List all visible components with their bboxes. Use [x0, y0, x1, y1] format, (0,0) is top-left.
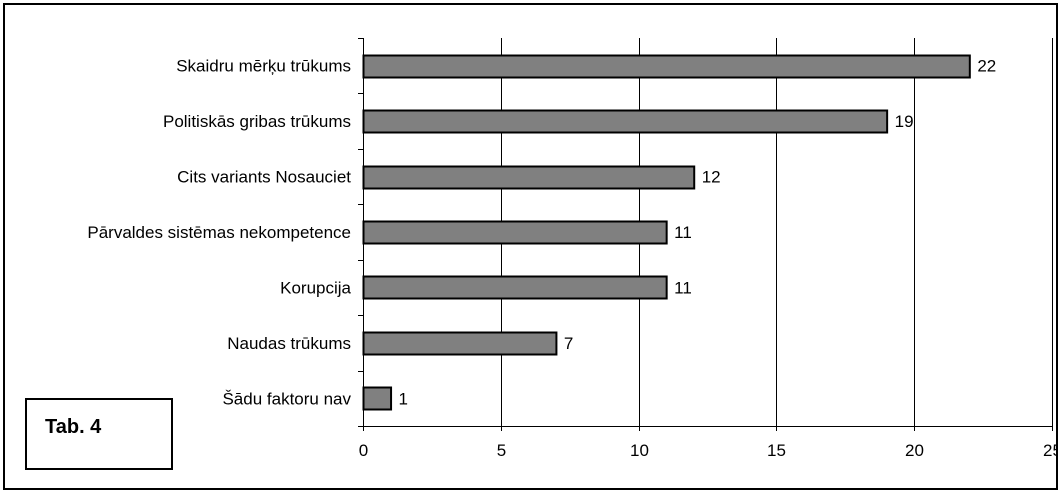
x-tick-label: 0	[359, 441, 368, 460]
data-label: 12	[702, 168, 721, 187]
bar-chart: 0 5 10 15 20 25 Skaidru mērķu trūkums 22 Politis…	[87, 38, 1058, 460]
bar	[362, 386, 393, 411]
bar	[362, 165, 696, 190]
table-label: Tab. 4	[45, 416, 102, 438]
bar	[362, 331, 558, 356]
data-label: 7	[564, 334, 573, 353]
bar	[362, 220, 668, 245]
bar	[362, 275, 668, 300]
x-tick-label: 5	[497, 441, 506, 460]
chart-frame: 0 5 10 15 20 25 Skaidru mērķu trūkums 22 Politis…	[3, 3, 1058, 490]
x-tick-label: 20	[905, 441, 924, 460]
data-label: 1	[399, 389, 408, 408]
bar	[362, 109, 889, 134]
x-tick-label: 10	[630, 441, 649, 460]
category-label: Korupcija	[280, 278, 351, 297]
category-label: Naudas trūkums	[227, 334, 351, 353]
category-label: Pārvaldes sistēmas nekompetence	[87, 223, 351, 242]
data-label: 11	[674, 278, 692, 297]
data-label: 22	[977, 57, 996, 76]
data-label: 11	[674, 223, 692, 242]
category-label: Skaidru mērķu trūkums	[176, 57, 351, 76]
bar	[362, 54, 971, 79]
category-label: Cits variants Nosauciet	[177, 168, 351, 187]
category-label: Šādu faktoru nav	[222, 389, 351, 408]
table-label-box: Tab. 4	[25, 398, 173, 470]
category-label: Politiskās gribas trūkums	[163, 112, 351, 131]
x-tick-label: 25	[1043, 441, 1058, 460]
data-label: 19	[895, 112, 914, 131]
x-tick-label: 15	[767, 441, 786, 460]
